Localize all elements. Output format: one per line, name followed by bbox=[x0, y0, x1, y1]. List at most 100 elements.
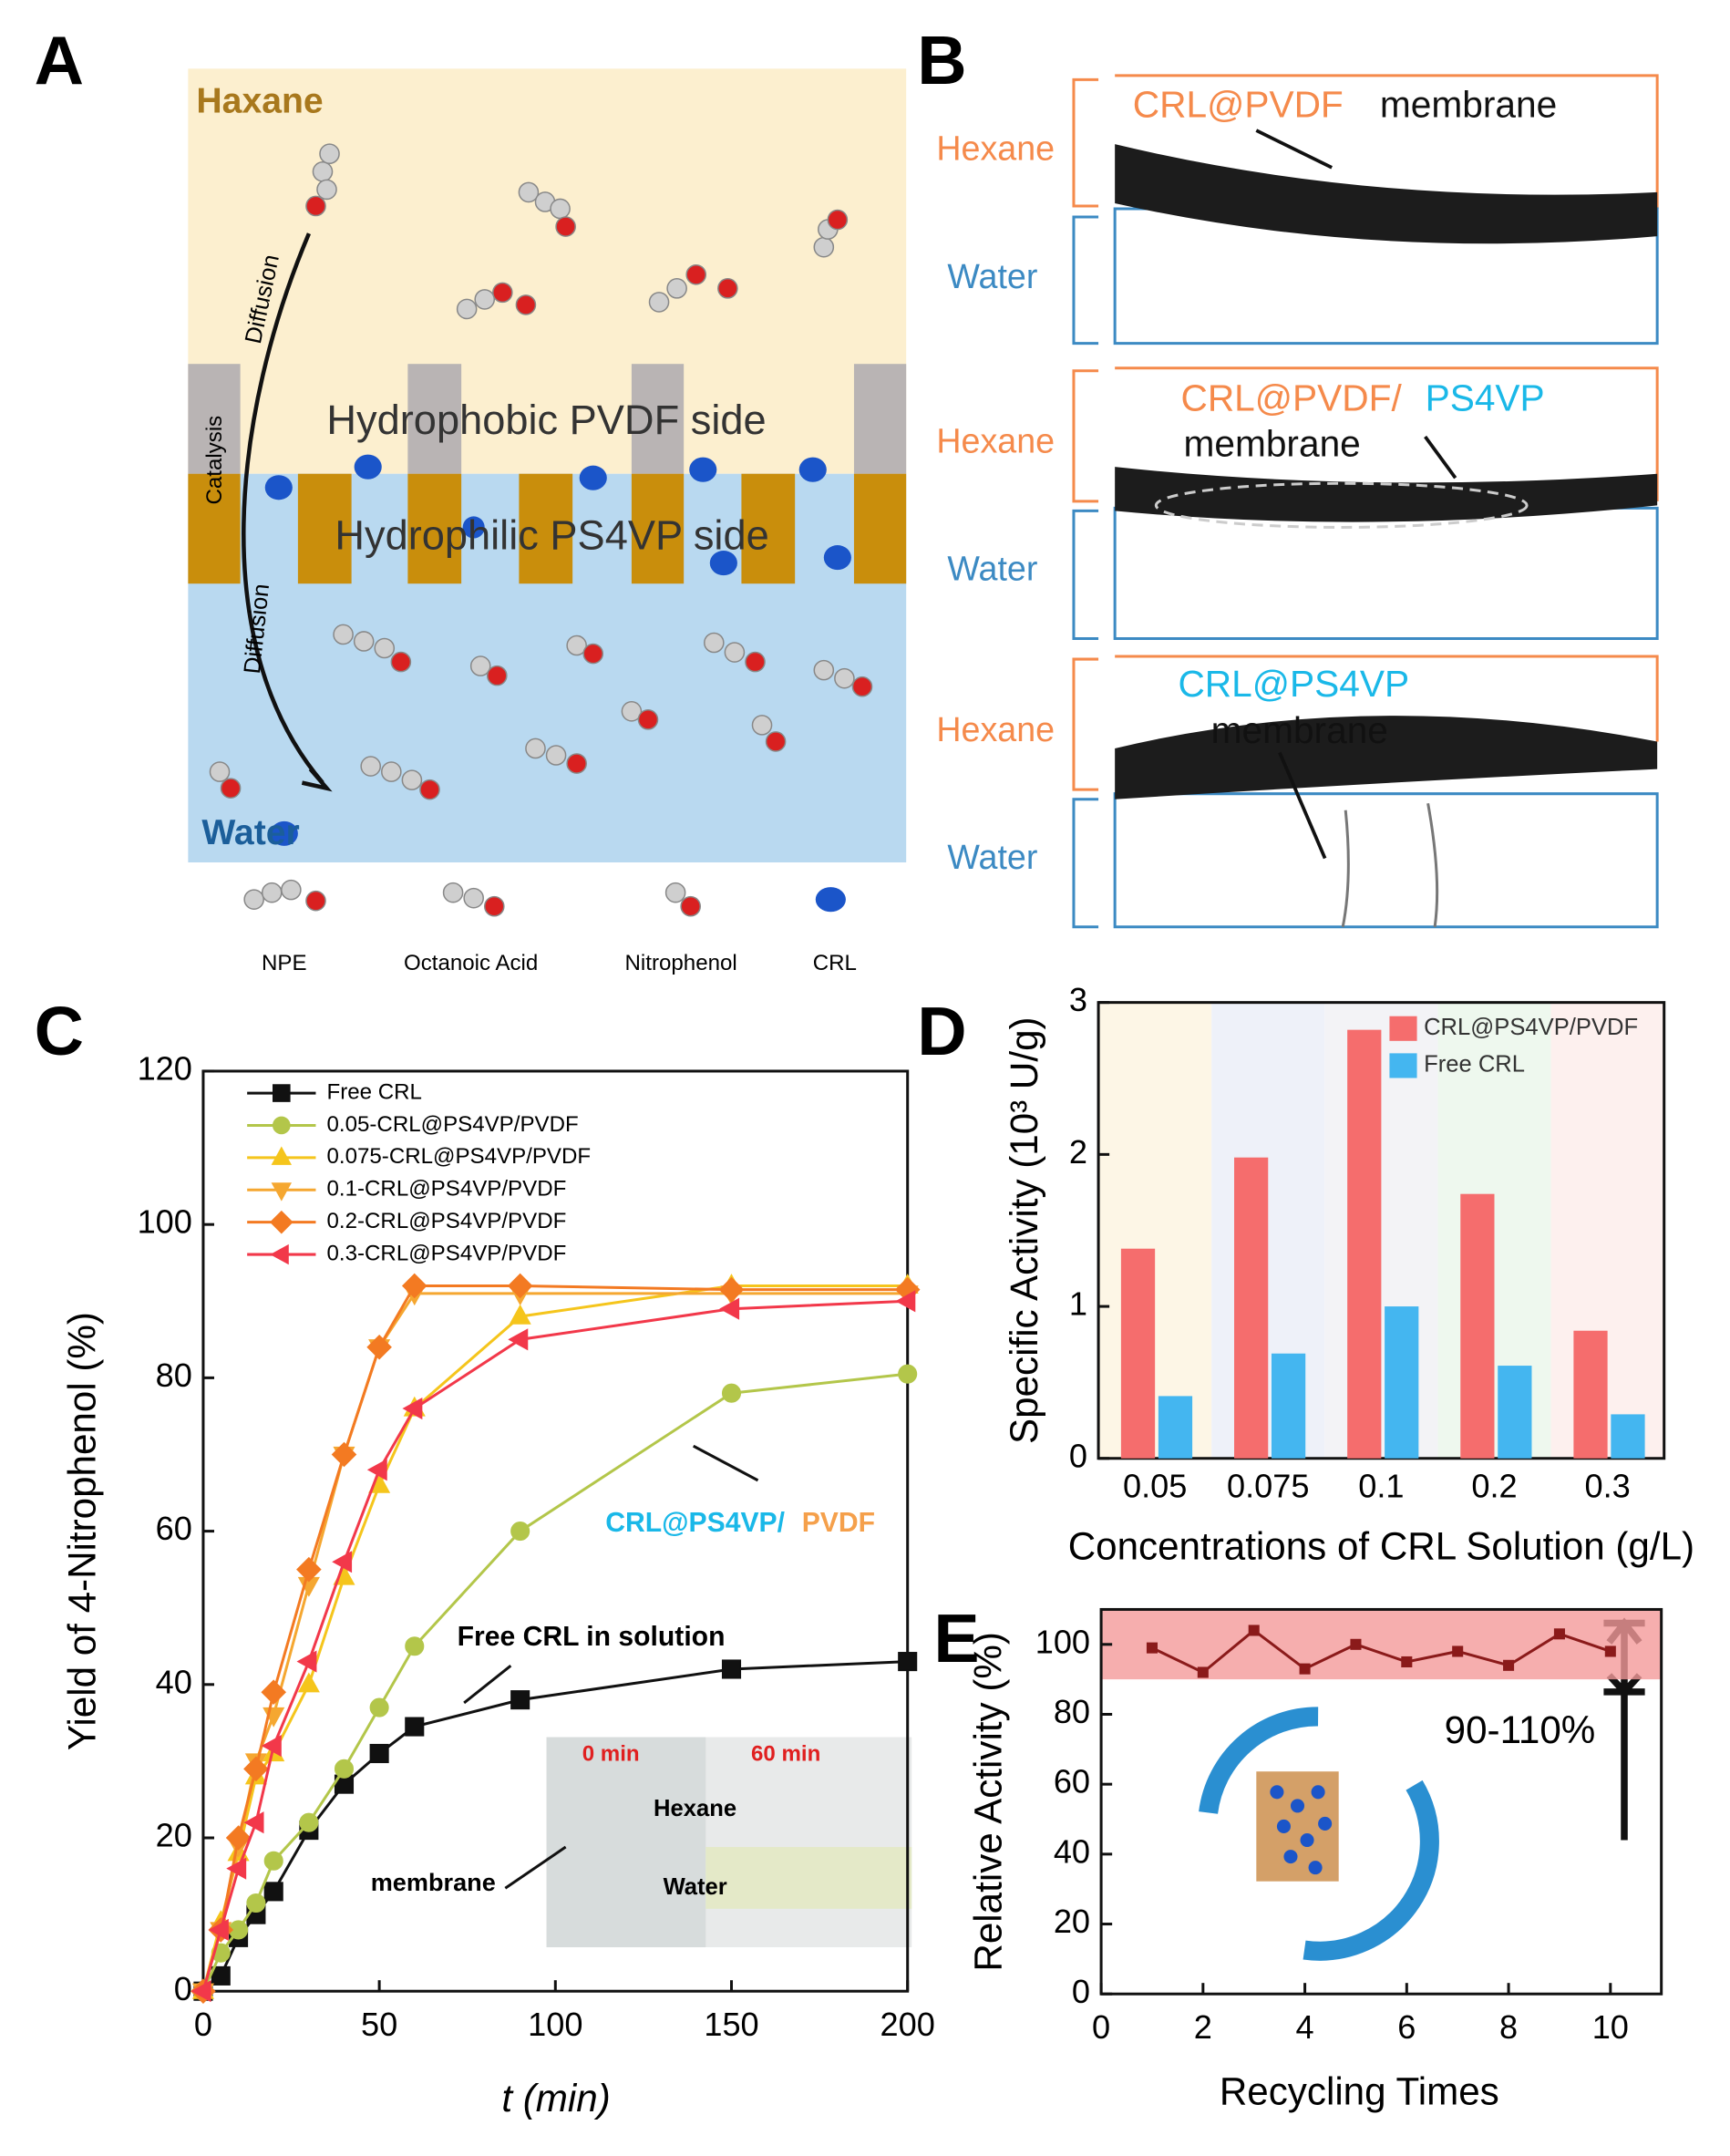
x-axis-label: t (min) bbox=[501, 2077, 610, 2120]
marker bbox=[1197, 1666, 1209, 1678]
marker bbox=[721, 1659, 742, 1679]
marker bbox=[246, 1893, 266, 1914]
legend-label: 0.1-CRL@PS4VP/PVDF bbox=[327, 1177, 567, 1202]
marker bbox=[369, 1743, 389, 1764]
marker bbox=[299, 1812, 319, 1832]
x-tick-label: 200 bbox=[880, 2006, 935, 2043]
marker bbox=[331, 1441, 357, 1468]
x-tick-label: 150 bbox=[704, 2006, 758, 2043]
marker bbox=[332, 1551, 353, 1573]
y-tick-label: 40 bbox=[156, 1663, 192, 1700]
legend-label: Nitrophenol bbox=[625, 951, 737, 975]
bar bbox=[1498, 1366, 1532, 1459]
y-tick-label: 40 bbox=[1054, 1832, 1090, 1870]
marker bbox=[1248, 1625, 1260, 1636]
membrane-label: CRL@PVDF bbox=[1133, 83, 1344, 125]
legend-swatch bbox=[1389, 1053, 1417, 1078]
bar bbox=[1271, 1353, 1306, 1459]
marker bbox=[719, 1297, 740, 1320]
marker bbox=[263, 1851, 283, 1871]
marker bbox=[401, 1273, 427, 1299]
layer-label: Hydrophobic PVDF side bbox=[326, 397, 766, 443]
bar bbox=[1611, 1414, 1645, 1459]
marker bbox=[898, 1364, 918, 1384]
y-tick-label: 100 bbox=[138, 1203, 192, 1241]
layer-label: Hydrophilic PS4VP side bbox=[335, 511, 768, 558]
y-tick-label: 2 bbox=[1069, 1133, 1087, 1171]
phase-label: Hexane bbox=[936, 710, 1055, 748]
marker bbox=[208, 1918, 229, 1941]
membrane-label: CRL@PVDF/ bbox=[1180, 377, 1402, 419]
diffusion-arrow bbox=[242, 232, 324, 785]
phase-label: Haxane bbox=[196, 81, 323, 120]
y-tick-label: 20 bbox=[156, 1817, 192, 1854]
inset-label: Water bbox=[664, 1874, 727, 1900]
y-tick-label: 1 bbox=[1069, 1285, 1087, 1323]
legend-label: CRL@PS4VP/PVDF bbox=[1424, 1015, 1638, 1040]
marker bbox=[508, 1328, 529, 1351]
marker bbox=[243, 1756, 269, 1782]
panel-label: D bbox=[917, 993, 966, 1069]
x-tick-label: 0.1 bbox=[1358, 1467, 1404, 1504]
marker bbox=[243, 1811, 264, 1834]
marker bbox=[273, 1084, 291, 1102]
pvdf-pillars bbox=[188, 364, 907, 474]
bar bbox=[1158, 1396, 1193, 1459]
phase-label: Hexane bbox=[936, 129, 1055, 168]
series-line bbox=[201, 1284, 908, 1992]
legend-swatch bbox=[1389, 1016, 1417, 1041]
marker bbox=[225, 1825, 252, 1851]
x-tick-label: 0 bbox=[194, 2006, 212, 2043]
marker bbox=[510, 1690, 530, 1710]
marker bbox=[273, 1116, 291, 1135]
panel-label: A bbox=[35, 22, 84, 98]
marker bbox=[895, 1290, 916, 1313]
marker bbox=[334, 1759, 355, 1779]
phase-label: Water bbox=[201, 813, 299, 852]
series-line bbox=[1151, 1628, 1612, 1675]
y-axis-label: Yield of 4-Nitrophenol (%) bbox=[61, 1312, 104, 1750]
x-tick-label: 8 bbox=[1499, 2008, 1518, 2046]
legend-label: 0.075-CRL@PS4VP/PVDF bbox=[327, 1144, 592, 1169]
bar bbox=[1347, 1029, 1382, 1459]
x-tick-label: 0.05 bbox=[1123, 1467, 1187, 1504]
category-band bbox=[1211, 1002, 1325, 1459]
molecules bbox=[209, 143, 873, 917]
x-tick-label: 0 bbox=[1092, 2008, 1110, 2046]
marker bbox=[1452, 1645, 1464, 1657]
y-tick-label: 0 bbox=[174, 1970, 192, 2007]
marker bbox=[718, 1276, 745, 1303]
membrane-label: membrane bbox=[1380, 83, 1557, 125]
y-tick-label: 0 bbox=[1072, 1973, 1090, 2010]
bar bbox=[1573, 1330, 1608, 1459]
panel-b bbox=[1072, 74, 1659, 929]
marker bbox=[297, 1672, 320, 1693]
pointer-arrow bbox=[692, 1444, 759, 1482]
phase-label: Hexane bbox=[936, 422, 1055, 460]
y-tick-label: 80 bbox=[156, 1357, 192, 1394]
legend-label: CRL bbox=[813, 951, 857, 975]
annotation: PVDF bbox=[802, 1508, 875, 1538]
marker bbox=[509, 1304, 531, 1325]
bar bbox=[1460, 1193, 1495, 1459]
pointer-arrow bbox=[463, 1665, 512, 1705]
marker bbox=[296, 1556, 322, 1583]
marker bbox=[507, 1273, 533, 1299]
marker bbox=[366, 1334, 392, 1360]
x-axis-label: Concentrations of CRL Solution (g/L) bbox=[1068, 1524, 1694, 1567]
inset-label: membrane bbox=[371, 1868, 496, 1896]
ps4vp-blocks bbox=[188, 473, 907, 584]
marker bbox=[263, 1882, 283, 1902]
y-axis-label: Relative Activity (%) bbox=[967, 1632, 1010, 1971]
x-axis-label: Recycling Times bbox=[1220, 2069, 1499, 2112]
marker bbox=[369, 1697, 389, 1718]
membrane-label: CRL@PS4VP bbox=[1178, 663, 1409, 705]
annotation: Free CRL in solution bbox=[458, 1622, 726, 1652]
x-tick-label: 0.075 bbox=[1227, 1467, 1309, 1504]
marker bbox=[261, 1679, 287, 1706]
x-tick-label: 6 bbox=[1397, 2008, 1416, 2046]
x-tick-label: 2 bbox=[1194, 2008, 1212, 2046]
category-band bbox=[1098, 1002, 1212, 1459]
x-tick-label: 10 bbox=[1592, 2008, 1629, 2046]
